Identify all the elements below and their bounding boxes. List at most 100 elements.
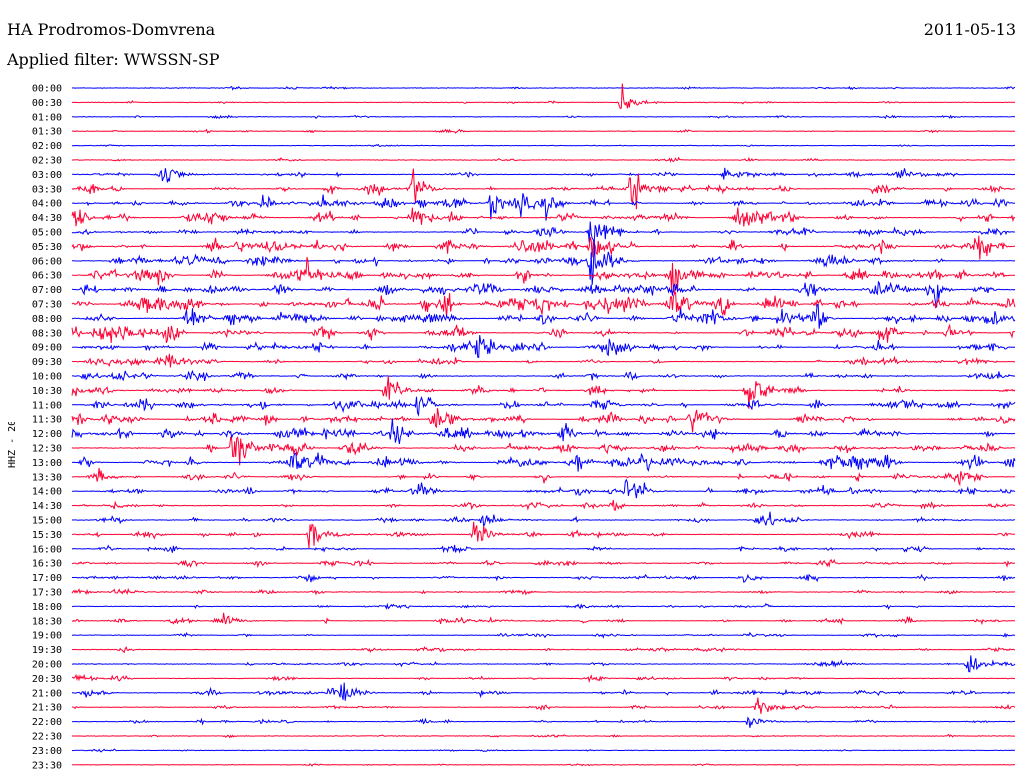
row-time-label: 09:00 (32, 343, 62, 354)
trace-line (72, 239, 1016, 285)
trace-line (71, 682, 1016, 701)
row-time-label: 18:00 (32, 602, 62, 613)
row-time-label: 19:30 (32, 645, 62, 656)
row-time-label: 21:30 (32, 703, 62, 714)
trace-line (71, 748, 1015, 753)
row-time-label: 22:00 (32, 717, 62, 728)
trace-line (72, 335, 1016, 359)
trace-line (71, 558, 1016, 569)
trace-line (72, 452, 1016, 472)
row-time-label: 07:00 (32, 285, 62, 296)
row-time-label: 20:30 (32, 674, 62, 685)
trace-line (71, 673, 1016, 684)
row-time-label: 21:00 (32, 688, 62, 699)
trace-line (71, 573, 1016, 583)
station-title: HA Prodromos-Domvrena (7, 20, 216, 39)
date-label: 2011-05-13 (923, 20, 1016, 39)
trace-line (71, 733, 1015, 739)
trace-line (71, 221, 1016, 243)
row-time-label: 23:00 (32, 746, 62, 757)
row-time-label: 22:30 (32, 732, 62, 743)
row-time-label: 08:30 (32, 328, 62, 339)
trace-line (71, 83, 1016, 110)
row-time-label: 09:30 (32, 357, 62, 368)
channel-label-text: HHZ - 20000 (7, 422, 18, 468)
row-time-label: 06:30 (32, 271, 62, 282)
row-time-label: 00:30 (32, 98, 62, 109)
trace-line (71, 511, 1015, 529)
trace-line (71, 544, 1016, 554)
row-time-label: 12:00 (32, 429, 62, 440)
row-time-label: 01:30 (32, 127, 62, 138)
row-time-label: 08:00 (32, 314, 62, 325)
trace-line (71, 418, 1016, 444)
row-time-label: 15:30 (32, 530, 62, 541)
row-time-label: 15:00 (32, 516, 62, 527)
trace-line (71, 280, 1016, 308)
trace-line (72, 763, 1016, 767)
row-time-label: 12:30 (32, 444, 62, 455)
row-time-label: 02:00 (32, 141, 62, 152)
row-time-label: 13:00 (32, 458, 62, 469)
trace-line (71, 85, 1016, 91)
row-time-label: 17:00 (32, 573, 62, 584)
row-time-label: 19:00 (32, 631, 62, 642)
trace-line (71, 467, 1016, 487)
trace-line (71, 193, 1016, 221)
trace-line (71, 612, 1016, 626)
trace-line (71, 207, 1016, 227)
trace-line (71, 235, 1015, 260)
trace-line (72, 646, 1016, 654)
channel-label: HHZ - 20000 (7, 422, 18, 468)
row-time-label: 04:30 (32, 213, 62, 224)
row-time-label: 03:00 (32, 170, 62, 181)
row-time-label: 13:30 (32, 472, 62, 483)
trace-line (71, 602, 1016, 610)
trace-line (71, 256, 1016, 295)
row-time-label: 23:30 (32, 760, 62, 771)
row-time-label: 16:00 (32, 544, 62, 555)
trace-line (71, 156, 1016, 163)
row-time-label: 01:00 (32, 112, 62, 123)
row-time-label: 06:00 (32, 256, 62, 267)
row-time-label: 05:00 (32, 228, 62, 239)
row-time-label: 11:30 (32, 415, 62, 426)
row-time-label: 10:00 (32, 372, 62, 383)
row-time-label: 03:30 (32, 184, 62, 195)
row-time-label: 14:00 (32, 487, 62, 498)
trace-line (71, 697, 1016, 714)
row-time-label: 18:30 (32, 616, 62, 627)
trace-line (71, 631, 1016, 639)
row-time-label: 10:30 (32, 386, 62, 397)
trace-line (71, 369, 1016, 382)
trace-line (71, 143, 1015, 148)
trace-line (71, 291, 1016, 317)
trace-line (71, 478, 1016, 499)
trace-line (71, 114, 1015, 120)
row-time-label: 14:30 (32, 501, 62, 512)
row-time-label: 20:00 (32, 660, 62, 671)
row-time-label: 16:30 (32, 559, 62, 570)
row-time-label: 17:30 (32, 588, 62, 599)
trace-line (71, 353, 1016, 368)
trace-line (72, 303, 1016, 329)
trace-line (71, 128, 1016, 134)
trace-line (71, 408, 1016, 433)
row-time-label: 05:30 (32, 242, 62, 253)
row-time-label: 07:30 (32, 300, 62, 311)
row-time-label: 04:00 (32, 199, 62, 210)
trace-line (71, 436, 1016, 466)
row-time-label: 00:00 (32, 84, 62, 95)
trace-line (71, 716, 1016, 728)
trace-line (71, 655, 1016, 673)
row-time-label: 11:00 (32, 400, 62, 411)
trace-line (71, 587, 1016, 596)
trace-line (72, 521, 1016, 549)
trace-line (71, 168, 1015, 210)
trace-line (71, 323, 1016, 343)
trace-line (71, 396, 1016, 417)
row-time-label: 02:30 (32, 156, 62, 167)
trace-line (72, 499, 1016, 511)
filter-label: Applied filter: WWSSN-SP (7, 50, 220, 69)
